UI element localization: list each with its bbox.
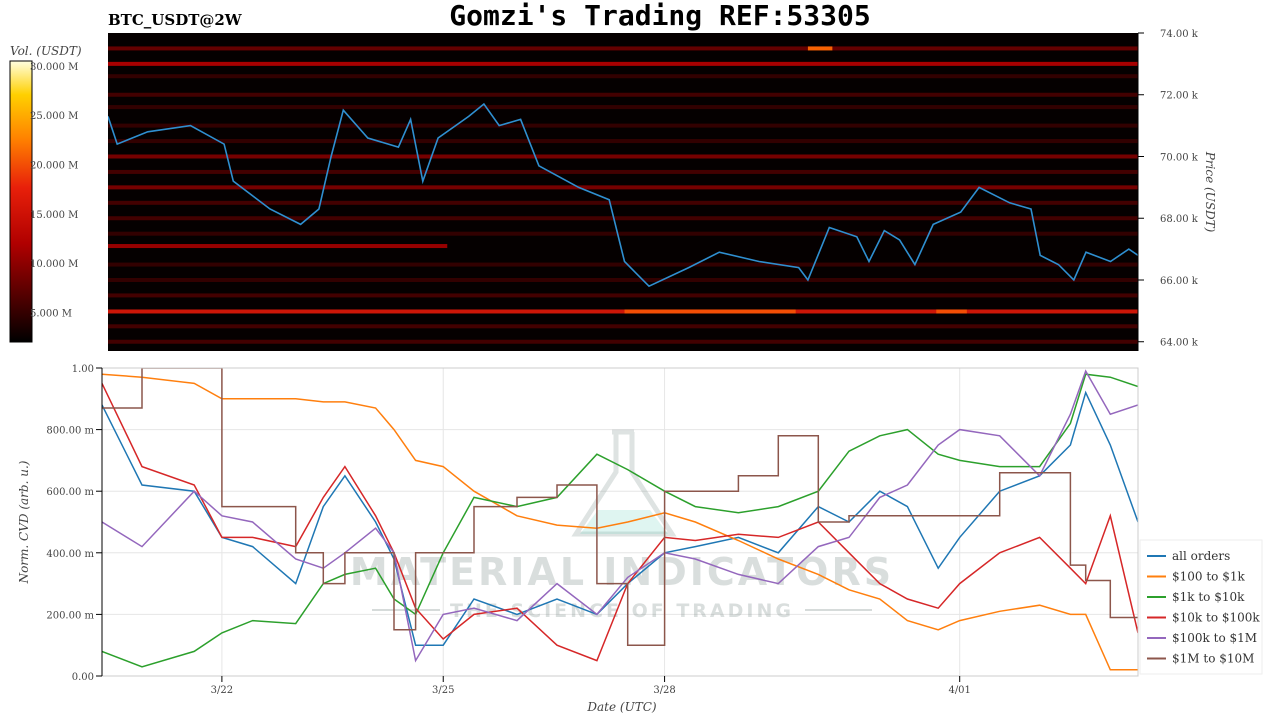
liquidity-band [108,324,1138,329]
cvd-y-tick-label: 800.00 m [46,426,94,437]
cvd-panel: MATERIAL INDICATORS THE SCIENCE OF TRADI… [17,364,1263,714]
date-tick-label: 3/28 [653,685,675,696]
liquidity-band [108,154,1138,159]
legend-box [1139,539,1263,675]
colorbar-tick-label: 30.000 M [30,62,78,73]
liquidity-band [108,92,1138,97]
liquidity-band [108,216,1138,221]
price-axis-tick-label: 74.00 k [1160,29,1199,40]
price-axis-tick-label: 70.00 k [1160,152,1199,163]
liquidity-band [108,277,1138,282]
cvd-y-tick-label: 600.00 m [46,487,94,498]
price-axis-tick-label: 64.00 k [1160,338,1199,349]
price-line [108,102,1138,288]
colorbar-tick-label: 15.000 M [30,210,78,221]
chart-title: Gomzi's Trading REF:53305 [449,0,870,32]
liquidity-band [108,123,1138,128]
liquidity-band [108,244,448,249]
cvd-series-line [102,369,1138,663]
heatmap-background [108,33,1138,351]
colorbar: Vol. (USDT) 5.000 M 10.000 M 15.000 M 20.00… [9,44,82,343]
liquidity-band [108,339,1138,344]
date-tick-label: 3/22 [211,685,233,696]
colorbar-tick-label: 20.000 M [30,161,78,172]
legend: all orders $100 to $1k $1k to $10k $10k to … [1139,539,1263,675]
date-tick-label: 3/25 [432,685,454,696]
date-tick-label: 4/01 [948,685,970,696]
colorbar-gradient [9,60,33,343]
liquidity-band [108,231,1138,236]
liquidity-band [108,74,1138,79]
liquidity-hotspot [807,46,833,51]
colorbar-tick-label: 5.000 M [30,308,72,319]
colorbar-label: Vol. (USDT) [10,44,82,58]
colorbar-tick-label: 25.000 M [30,111,78,122]
liquidity-band [108,61,1138,66]
liquidity-band [108,309,1138,314]
cvd-series-line [102,373,1138,668]
price-axis-tick-label: 72.00 k [1160,91,1199,102]
heatmap-panel: 64.00 k 66.00 k 68.00 k 70.00 k 72.00 k 74.00… [108,29,1217,351]
cvd-y-tick-label: 1.00 [72,364,94,375]
date-axis-label: Date (UTC) [586,700,656,714]
cvd-series-line [102,373,1138,671]
legend-entry-label: $10k to $100k [1172,611,1260,625]
legend-entry-label: $1k to $10k [1172,590,1245,604]
legend-entry-label: all orders [1172,549,1230,563]
cvd-series-line [102,368,1138,646]
liquidity-band [108,139,1138,144]
colorbar-tick-label: 10.000 M [30,259,78,270]
liquidity-band [108,293,1138,298]
legend-entry-label: $100k to $1M [1172,631,1257,645]
price-axis-tick-label: 68.00 k [1160,214,1199,225]
liquidity-band [108,46,1138,51]
legend-entry-label: $100 to $1k [1172,570,1245,584]
liquidity-band [108,185,1138,190]
price-axis-label: Price (USDT) [1203,151,1217,233]
legend-entry-label: $1M to $10M [1172,652,1254,666]
liquidity-hotspot [624,309,796,314]
liquidity-band [108,200,1138,205]
liquidity-hotspot [936,309,967,314]
cvd-background [102,368,1138,676]
price-axis-tick-label: 66.00 k [1160,276,1199,287]
liquidity-band [108,169,1138,174]
liquidity-band [108,105,1138,110]
chart-subtitle: BTC_USDT@2W [108,11,243,29]
cvd-y-tick-label: 0.00 [72,672,94,683]
cvd-y-tick-label: 200.00 m [46,610,94,621]
liquidity-band [108,262,1138,267]
cvd-y-tick-label: 400.00 m [46,549,94,560]
cvd-y-axis-label: Norm. CVD (arb. u.) [17,460,31,584]
watermark-line2: THE SCIENCE OF TRADING [450,600,794,622]
